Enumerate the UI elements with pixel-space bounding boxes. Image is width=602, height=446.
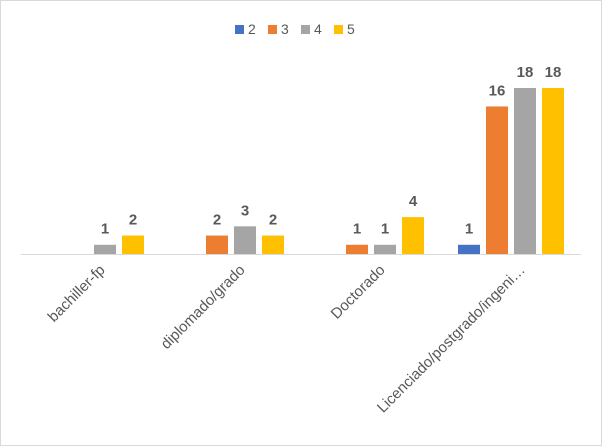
legend-label: 4 [314, 21, 322, 37]
bar [542, 88, 564, 254]
bar [346, 244, 368, 254]
bar [486, 106, 508, 254]
legend-label: 3 [281, 21, 289, 37]
value-label: 2 [213, 212, 221, 229]
legend-swatch [235, 25, 244, 34]
bar [514, 88, 536, 254]
value-label: 4 [409, 193, 418, 210]
value-label: 1 [353, 221, 361, 238]
legend-swatch [301, 25, 310, 34]
value-label: 16 [489, 82, 506, 99]
bar [94, 244, 116, 254]
bar [262, 235, 284, 254]
bar [458, 244, 480, 254]
value-label: 1 [465, 221, 473, 238]
legend-swatch [268, 25, 277, 34]
value-label: 2 [269, 212, 277, 229]
bar [234, 226, 256, 254]
value-label: 1 [381, 221, 389, 238]
value-label: 3 [241, 202, 249, 219]
bar [206, 235, 228, 254]
value-label: 18 [545, 64, 562, 81]
value-label: 2 [129, 212, 137, 229]
legend-swatch [334, 25, 343, 34]
value-label: 1 [101, 221, 109, 238]
legend-label: 5 [347, 21, 355, 37]
legend-label: 2 [248, 21, 256, 37]
bar [402, 217, 424, 254]
bar [122, 235, 144, 254]
bar [374, 244, 396, 254]
value-label: 18 [517, 64, 534, 81]
